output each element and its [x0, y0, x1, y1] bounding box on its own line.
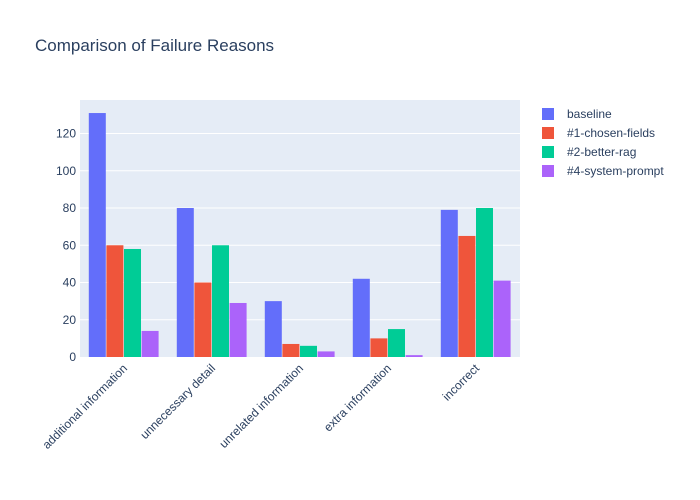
bar-baseline-1[interactable] [176, 208, 194, 357]
bar-baseline-2[interactable] [264, 301, 282, 357]
legend-label: #2-better-rag [567, 145, 636, 159]
legend-item[interactable]: #1-chosen-fields [542, 126, 655, 140]
legend[interactable]: baseline #1-chosen-fields #2-better-rag #4-… [542, 107, 664, 178]
legend-label: #1-chosen-fields [567, 126, 655, 140]
legend-label: baseline [567, 107, 612, 121]
y-tick-label: 120 [56, 127, 76, 141]
legend-item[interactable]: #4-system-prompt [542, 164, 664, 178]
bar-4-system-prompt-2[interactable] [317, 351, 335, 357]
bar-2-better-rag-0[interactable] [124, 248, 141, 357]
y-axis-ticks: 0 20 40 60 80 100 120 [56, 127, 76, 364]
y-tick-label: 80 [63, 201, 77, 215]
bar-baseline-0[interactable] [88, 113, 106, 357]
bars [88, 113, 511, 357]
y-tick-label: 20 [63, 313, 77, 327]
bar-4-system-prompt-3[interactable] [405, 355, 423, 357]
legend-item[interactable]: #2-better-rag [542, 145, 636, 159]
legend-label: #4-system-prompt [567, 164, 664, 178]
bar-1-chosen-fields-3[interactable] [370, 338, 388, 357]
bar-1-chosen-fields-2[interactable] [282, 343, 300, 357]
bar-1-chosen-fields-4[interactable] [458, 235, 476, 357]
y-tick-label: 0 [69, 350, 76, 364]
bar-1-chosen-fields-0[interactable] [106, 245, 124, 357]
legend-swatch [542, 108, 554, 120]
legend-swatch [542, 165, 554, 177]
bar-baseline-3[interactable] [352, 278, 370, 357]
legend-swatch [542, 127, 554, 139]
legend-item[interactable]: baseline [542, 107, 612, 121]
y-tick-label: 40 [63, 276, 77, 290]
bar-2-better-rag-4[interactable] [476, 208, 493, 357]
y-tick-label: 100 [56, 164, 76, 178]
bar-4-system-prompt-1[interactable] [229, 302, 247, 357]
y-tick-label: 60 [63, 238, 77, 252]
bar-2-better-rag-3[interactable] [388, 329, 405, 357]
bar-2-better-rag-1[interactable] [212, 245, 229, 357]
chart-title: Comparison of Failure Reasons [35, 36, 274, 55]
bar-2-better-rag-2[interactable] [300, 345, 317, 357]
bar-4-system-prompt-0[interactable] [141, 330, 159, 357]
bar-1-chosen-fields-1[interactable] [194, 282, 212, 357]
legend-swatch [542, 146, 554, 158]
bar-baseline-4[interactable] [440, 209, 458, 357]
bar-4-system-prompt-4[interactable] [493, 280, 511, 357]
